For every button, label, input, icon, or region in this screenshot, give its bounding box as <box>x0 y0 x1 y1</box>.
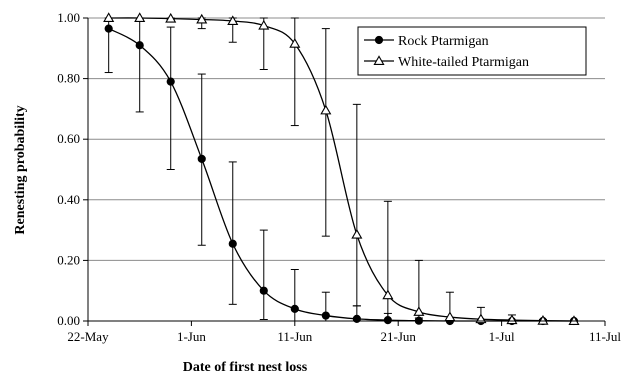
point-rock-ptarmigan <box>197 154 206 163</box>
point-white-tailed-ptarmigan <box>320 104 332 115</box>
curve-white-tailed-ptarmigan <box>108 17 574 322</box>
y-tick-label: 0.00 <box>57 313 80 328</box>
point-white-tailed-ptarmigan <box>537 314 549 325</box>
x-tick-labels: 22-May 1-Jun 11-Jun 21-Jun 1-Jul 11-Jul <box>67 329 621 344</box>
legend-marker-rock-ptarmigan <box>374 35 384 45</box>
point-rock-ptarmigan <box>383 315 392 325</box>
axes <box>83 17 606 326</box>
point-white-tailed-ptarmigan <box>351 228 363 239</box>
y-axis-title: Renesting probability <box>13 105 28 234</box>
y-tick-label: 0.60 <box>57 131 80 146</box>
legend-swatch-white-tailed-ptarmigan <box>364 55 394 65</box>
x-axis-title: Date of first nest loss <box>183 360 308 375</box>
legend-label-rock-ptarmigan: Rock Ptarmigan <box>398 34 489 49</box>
x-tick-label: 1-Jul <box>489 329 515 344</box>
point-rock-ptarmigan <box>290 304 299 313</box>
point-white-tailed-ptarmigan <box>165 12 177 23</box>
x-tick-label: 11-Jul <box>589 329 621 344</box>
point-white-tailed-ptarmigan <box>289 38 301 48</box>
y-tick-label: 0.40 <box>57 192 80 207</box>
legend: Rock Ptarmigan White-tailed Ptarmigan <box>357 26 587 76</box>
point-white-tailed-ptarmigan <box>506 314 518 325</box>
point-rock-ptarmigan <box>321 311 330 320</box>
y-tick-label: 1.00 <box>57 10 80 25</box>
y-tick-labels: 0.00 0.20 0.40 0.60 0.80 1.00 <box>57 10 80 328</box>
point-white-tailed-ptarmigan <box>413 306 425 316</box>
point-rock-ptarmigan <box>166 77 175 86</box>
point-white-tailed-ptarmigan <box>258 19 270 30</box>
legend-box <box>357 26 587 76</box>
legend-swatch-rock-ptarmigan <box>364 35 394 45</box>
y-tick-label: 0.80 <box>57 71 80 86</box>
point-white-tailed-ptarmigan <box>382 289 394 300</box>
point-white-tailed-ptarmigan <box>568 315 580 326</box>
x-tick-label: 21-Jun <box>381 329 417 344</box>
point-rock-ptarmigan <box>259 286 268 295</box>
x-tick-label: 22-May <box>67 329 109 344</box>
point-white-tailed-ptarmigan <box>227 15 239 26</box>
x-tick-label: 11-Jun <box>277 329 312 344</box>
point-white-tailed-ptarmigan <box>196 13 208 24</box>
legend-marker-white-tailed-ptarmigan <box>373 55 385 65</box>
point-rock-ptarmigan <box>228 239 237 248</box>
x-tick-label: 1-Jun <box>177 329 206 344</box>
point-white-tailed-ptarmigan <box>103 12 115 23</box>
point-rock-ptarmigan <box>104 24 113 33</box>
legend-label-white-tailed-ptarmigan: White-tailed Ptarmigan <box>398 55 529 70</box>
point-white-tailed-ptarmigan <box>134 12 146 23</box>
point-rock-ptarmigan <box>135 41 144 50</box>
y-tick-label: 0.20 <box>57 252 80 267</box>
